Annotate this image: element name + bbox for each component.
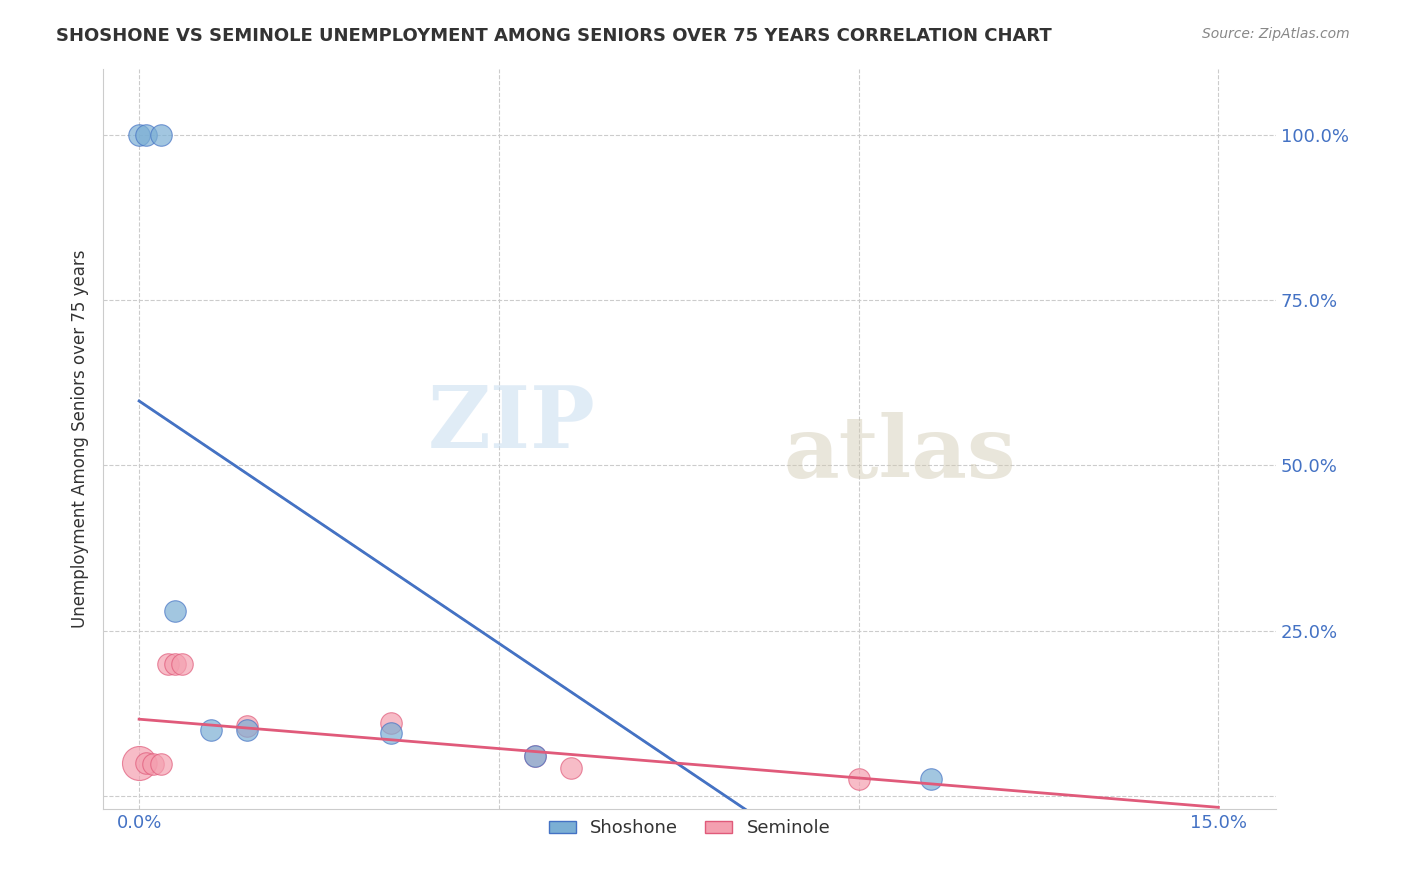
Point [380, 716, 402, 731]
Point [920, 772, 942, 787]
Point [165, 604, 187, 618]
Point [128, 128, 150, 142]
Point [128, 756, 150, 770]
Y-axis label: Unemployment Among Seniors over 75 years: Unemployment Among Seniors over 75 years [72, 250, 89, 628]
Point [848, 772, 870, 787]
Point [135, 756, 157, 770]
Point [149, 757, 172, 772]
Point [135, 128, 157, 142]
Point [142, 757, 165, 772]
Point [165, 657, 187, 671]
Point [380, 726, 402, 740]
Point [156, 657, 179, 671]
Point [236, 723, 259, 737]
Point [172, 657, 194, 671]
Point [523, 749, 546, 764]
Point [149, 128, 172, 142]
Point [560, 761, 582, 775]
Point [236, 719, 259, 733]
Text: Source: ZipAtlas.com: Source: ZipAtlas.com [1202, 27, 1350, 41]
Text: SHOSHONE VS SEMINOLE UNEMPLOYMENT AMONG SENIORS OVER 75 YEARS CORRELATION CHART: SHOSHONE VS SEMINOLE UNEMPLOYMENT AMONG … [56, 27, 1052, 45]
Legend: Shoshone, Seminole: Shoshone, Seminole [541, 812, 838, 845]
Text: ZIP: ZIP [427, 382, 596, 466]
Point [523, 749, 546, 764]
Point [200, 723, 222, 737]
Text: atlas: atlas [783, 411, 1017, 496]
